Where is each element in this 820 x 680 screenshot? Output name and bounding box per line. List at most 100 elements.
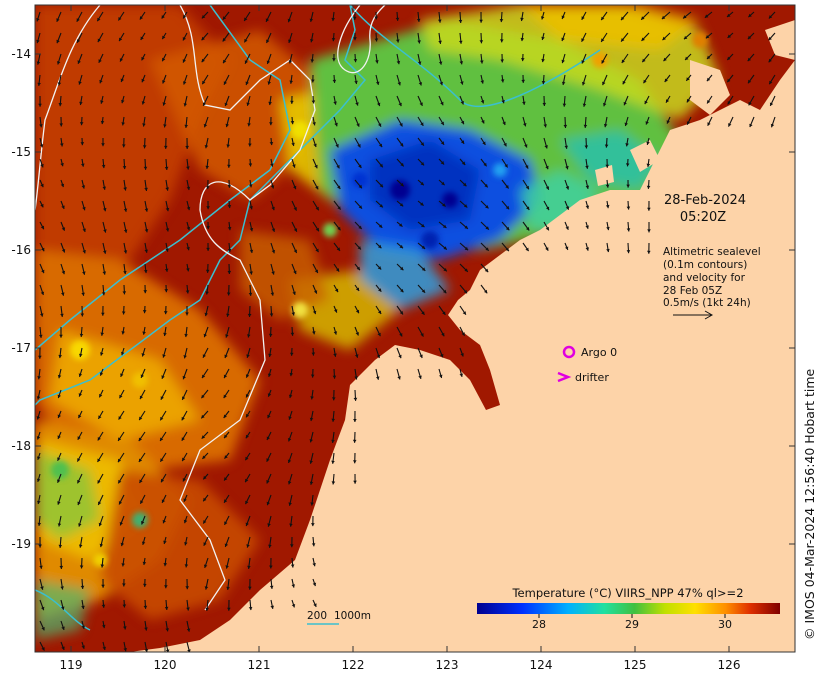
velocity-arrowhead — [664, 78, 668, 82]
velocity-arrowhead — [61, 270, 66, 275]
velocity-arrowhead — [480, 60, 484, 64]
velocity-arrowhead — [522, 101, 526, 105]
velocity-arrowhead — [56, 39, 60, 44]
velocity-arrowhead — [291, 604, 296, 608]
velocity-arrowhead — [309, 439, 313, 443]
velocity-arrowhead — [485, 226, 489, 230]
velocity-arrowhead — [186, 206, 191, 211]
velocity-arrowhead — [99, 372, 104, 376]
velocity-arrowhead — [163, 332, 167, 336]
velocity-arrowhead — [81, 292, 85, 296]
velocity-arrowhead — [439, 374, 443, 378]
velocity-arrowhead — [122, 291, 127, 295]
velocity-arrowhead — [704, 14, 709, 18]
velocity-arrowhead — [421, 267, 426, 271]
velocity-arrowhead — [332, 58, 336, 62]
lat-axis-labels: -14 -15 -16 -17 -18 -19 — [11, 47, 31, 551]
velocity-arrowhead — [202, 354, 206, 358]
velocity-arrowhead — [333, 101, 337, 105]
velocity-arrowhead — [288, 60, 293, 64]
velocity-arrowhead — [142, 145, 147, 149]
velocity-arrowhead — [164, 606, 169, 610]
velocity-arrowhead — [36, 396, 41, 400]
velocity-arrowhead — [748, 101, 752, 106]
velocity-arrowhead — [249, 206, 253, 210]
velocity-arrowhead — [520, 17, 524, 21]
velocity-arrowhead — [98, 415, 102, 419]
velocity-arrowhead — [331, 17, 335, 22]
scale-arrow — [673, 310, 714, 320]
velocity-arrowhead — [185, 290, 190, 294]
velocity-arrowhead — [605, 204, 610, 209]
velocity-arrowhead — [118, 479, 122, 484]
velocity-arrowhead — [503, 142, 507, 147]
lat-label: -16 — [11, 243, 31, 257]
velocity-arrowhead — [40, 586, 44, 590]
velocity-arrowhead — [101, 312, 105, 316]
velocity-arrowhead — [479, 40, 484, 44]
lon-label: 121 — [248, 658, 271, 672]
velocity-arrowhead — [581, 81, 586, 86]
velocity-arrowhead — [182, 478, 186, 482]
velocity-arrowhead — [99, 79, 103, 84]
velocity-arrowhead — [482, 141, 486, 145]
velocity-arrowhead — [585, 205, 590, 209]
colorbar-tick-label: 28 — [532, 618, 546, 631]
velocity-arrowhead — [81, 625, 85, 629]
velocity-arrowhead — [144, 187, 148, 191]
velocity-arrowhead — [203, 564, 208, 568]
velocity-arrowhead — [162, 102, 166, 106]
velocity-arrowhead — [201, 58, 205, 63]
velocity-arrowhead — [39, 124, 43, 128]
velocity-arrowhead — [186, 607, 190, 611]
velocity-arrowhead — [418, 82, 423, 86]
velocity-arrowhead — [77, 458, 81, 462]
velocity-arrowhead — [442, 311, 446, 315]
velocity-arrowhead — [313, 290, 318, 294]
velocity-arrowhead — [621, 59, 625, 63]
velocity-arrowhead — [686, 121, 691, 125]
velocity-arrowhead — [643, 79, 647, 84]
velocity-arrowhead — [331, 439, 335, 443]
velocity-arrowhead — [186, 268, 190, 272]
velocity-arrowhead — [78, 373, 83, 377]
velocity-arrowhead — [203, 542, 207, 546]
velocity-arrowhead — [139, 416, 143, 421]
velocity-arrowhead — [331, 418, 335, 422]
velocity-arrowhead — [565, 226, 569, 230]
velocity-arrowhead — [61, 626, 65, 630]
velocity-arrowhead — [57, 501, 61, 505]
velocity-arrowhead — [502, 121, 506, 125]
velocity-arrowhead — [122, 604, 127, 608]
velocity-arrowhead — [443, 289, 447, 294]
velocity-arrowhead — [61, 205, 65, 209]
velocity-arrowhead — [289, 80, 293, 84]
velocity-arrowhead — [247, 334, 251, 338]
velocity-arrowhead — [249, 271, 253, 275]
velocity-arrowhead — [544, 145, 548, 149]
colorbar-tick-label: 30 — [718, 618, 732, 631]
velocity-arrowhead — [245, 394, 250, 398]
velocity-arrowhead — [379, 204, 383, 208]
velocity-arrowhead — [201, 36, 205, 41]
velocity-arrowhead — [161, 478, 165, 483]
velocity-arrowhead — [334, 288, 339, 293]
velocity-arrowhead — [479, 19, 483, 23]
velocity-arrowhead — [143, 605, 148, 609]
velocity-arrowhead — [122, 144, 126, 148]
velocity-arrowhead — [77, 479, 81, 484]
velocity-arrowhead — [267, 393, 272, 397]
velocity-arrowhead — [226, 144, 230, 148]
velocity-arrowhead — [185, 145, 189, 149]
velocity-arrowhead — [352, 439, 357, 443]
velocity-arrowhead — [626, 250, 631, 254]
velocity-arrowhead — [332, 397, 336, 401]
velocity-arrowhead — [315, 227, 319, 232]
velocity-arrowhead — [421, 223, 425, 228]
velocity-arrowhead — [310, 374, 315, 378]
velocity-arrowhead — [441, 181, 445, 186]
velocity-arrowhead — [79, 353, 83, 357]
velocity-arrowhead — [102, 624, 106, 629]
velocity-arrowhead — [138, 437, 142, 442]
velocity-arrowhead — [266, 458, 270, 462]
